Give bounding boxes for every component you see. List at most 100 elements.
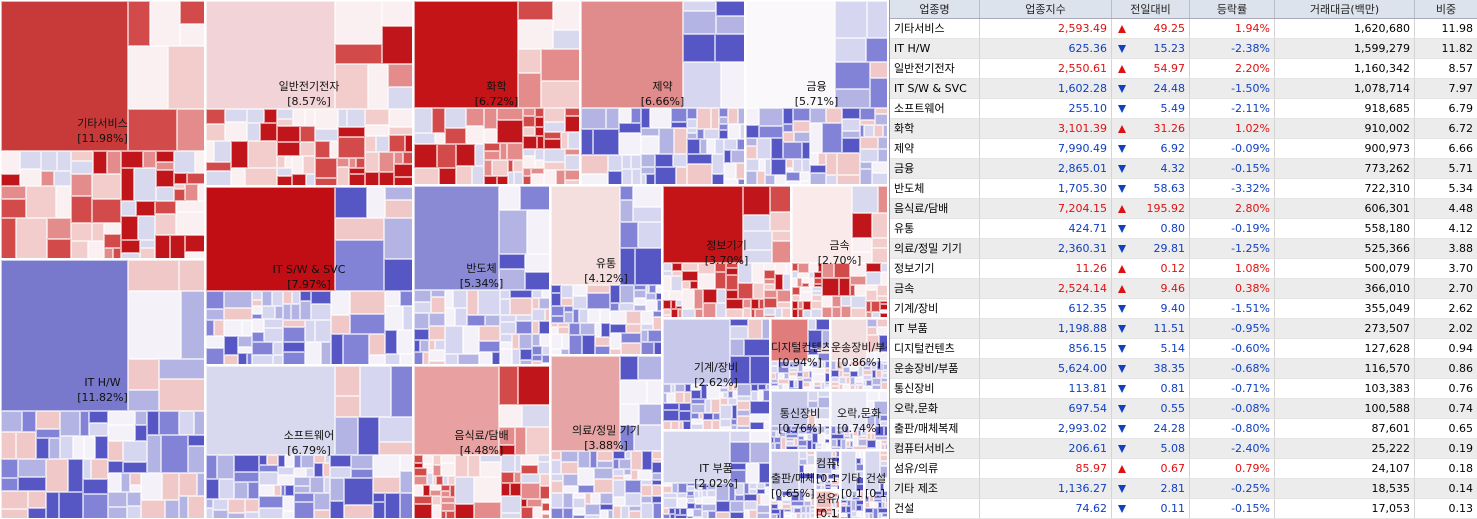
tile bbox=[335, 366, 360, 396]
sector[interactable]: 출판/매체복제[0.65%] bbox=[770, 450, 815, 519]
sector[interactable]: IT H/W [11.82%] bbox=[0, 259, 205, 519]
header-cell[interactable]: 업종명 bbox=[890, 0, 980, 18]
table-row[interactable]: 기계/장비 612.35 9.40 -1.51% 355,049 2.62 bbox=[890, 299, 1477, 319]
table-row[interactable]: 기타서비스 2,593.49 49.25 1.94% 1,620,680 11.98 bbox=[890, 19, 1477, 39]
table-row[interactable]: 오락,문화 697.54 0.55 -0.08% 100,588 0.74 bbox=[890, 399, 1477, 419]
tile bbox=[771, 491, 776, 501]
sector[interactable]: 오락,문화 [0.74%] bbox=[830, 390, 888, 450]
sector[interactable]: 소프트웨어 [6.79%] bbox=[205, 365, 413, 519]
sector[interactable]: 의료/정밀 기기 [3.88%] bbox=[550, 355, 662, 519]
table-row[interactable]: 정보기기 11.26 0.12 1.08% 500,079 3.70 bbox=[890, 259, 1477, 279]
table-row[interactable]: 반도체 1,705.30 58.63 -3.32% 722,310 5.34 bbox=[890, 179, 1477, 199]
tile bbox=[881, 263, 887, 272]
table-row[interactable]: 화학 3,101.39 31.26 1.02% 910,002 6.72 bbox=[890, 119, 1477, 139]
table-row[interactable]: IT 부품 1,198.88 11.51 -0.95% 273,507 2.02 bbox=[890, 319, 1477, 339]
tile bbox=[804, 501, 811, 506]
table-cell: 4.12 bbox=[1415, 219, 1477, 238]
table-cell: 2,550.61 bbox=[980, 59, 1112, 78]
table-cell: 기계/장비 bbox=[890, 299, 980, 318]
sector[interactable]: 음식료/담배 [4.48%] bbox=[413, 365, 550, 519]
tile bbox=[638, 222, 661, 248]
tile bbox=[884, 483, 887, 491]
header-cell[interactable]: 업종지수 bbox=[980, 0, 1112, 18]
tile bbox=[91, 459, 108, 479]
tile bbox=[551, 186, 620, 285]
sector[interactable]: 금속 [2.70%] bbox=[791, 185, 888, 318]
sector[interactable]: 화학 [6.72%] bbox=[413, 0, 580, 185]
table-row[interactable]: 기타 제조 1,136.27 2.81 -0.25% 18,535 0.14 bbox=[890, 479, 1477, 499]
sector[interactable]: 컴퓨터서비스[0.19%] bbox=[815, 450, 840, 490]
tile bbox=[834, 474, 839, 478]
table-row[interactable]: 일반전기전자 2,550.61 54.97 2.20% 1,160,342 8.57 bbox=[890, 59, 1477, 79]
tile bbox=[850, 377, 855, 385]
tile bbox=[601, 323, 610, 337]
tile bbox=[782, 491, 791, 496]
sector[interactable]: 제약 [6.66%] bbox=[580, 0, 745, 185]
sector[interactable]: 건설[0.13%] bbox=[864, 450, 888, 519]
table-row[interactable]: 금융 2,865.01 4.32 -0.15% 773,262 5.71 bbox=[890, 159, 1477, 179]
sector[interactable]: 유통 [4.12%] bbox=[550, 185, 662, 355]
tile bbox=[382, 26, 412, 64]
tile bbox=[262, 306, 275, 319]
tile bbox=[825, 385, 829, 387]
sector[interactable]: 금융 [5.71%] bbox=[745, 0, 888, 185]
tile bbox=[851, 308, 866, 317]
tile bbox=[812, 443, 816, 449]
sector[interactable]: 반도체 [5.34%] bbox=[413, 185, 550, 365]
table-row[interactable]: 제약 7,990.49 6.92 -0.09% 900,973 6.66 bbox=[890, 139, 1477, 159]
tile bbox=[738, 263, 752, 283]
tile bbox=[558, 323, 569, 327]
table-cell: 2.62 bbox=[1415, 299, 1477, 318]
tile bbox=[831, 370, 839, 377]
tile bbox=[613, 506, 621, 518]
sector[interactable]: 기타 제조[0.14%] bbox=[840, 450, 864, 519]
table-row[interactable]: 의료/정밀 기기 2,360.31 29.81 -1.25% 525,366 3.88 bbox=[890, 239, 1477, 259]
tile bbox=[694, 491, 699, 498]
table-row[interactable]: 컴퓨터서비스 206.61 5.08 -2.40% 25,222 0.19 bbox=[890, 439, 1477, 459]
sector[interactable]: IT 부품 [2.02%] bbox=[662, 430, 770, 519]
table-row[interactable]: 소프트웨어 255.10 5.49 -2.11% 918,685 6.79 bbox=[890, 99, 1477, 119]
table-row[interactable]: IT S/W & SVC 1,602.28 24.48 -1.50% 1,078,714… bbox=[890, 79, 1477, 99]
table-row[interactable]: 디지털컨텐츠 856.15 5.14 -0.60% 127,628 0.94 bbox=[890, 339, 1477, 359]
sector[interactable]: 섬유/의류[0.18%] bbox=[815, 490, 840, 519]
tile bbox=[880, 461, 887, 466]
sector[interactable]: 기계/장비 [2.62%] bbox=[662, 318, 770, 430]
table-row[interactable]: 음식료/담배 7,204.15 195.92 2.80% 606,301 4.48 bbox=[890, 199, 1477, 219]
table-row[interactable]: 건설 74.62 0.11 -0.15% 17,053 0.13 bbox=[890, 499, 1477, 519]
table-row[interactable]: 통신장비 113.81 0.81 -0.71% 103,383 0.76 bbox=[890, 379, 1477, 399]
tile bbox=[871, 365, 877, 370]
tile bbox=[564, 312, 573, 323]
table-row[interactable]: IT H/W 625.36 15.23 -2.38% 1,599,279 11.82 bbox=[890, 39, 1477, 59]
tile bbox=[853, 446, 867, 449]
tile bbox=[305, 320, 315, 342]
tile bbox=[792, 287, 800, 295]
table-row[interactable]: 유통 424.71 0.80 -0.19% 558,180 4.12 bbox=[890, 219, 1477, 239]
header-cell[interactable]: 거래대금(백만) bbox=[1275, 0, 1415, 18]
tile bbox=[726, 290, 738, 299]
sector[interactable]: 정보기기 [3.70%] bbox=[662, 185, 791, 318]
tile bbox=[641, 496, 652, 503]
tile bbox=[880, 455, 887, 461]
tile bbox=[801, 506, 806, 513]
header-cell[interactable]: 등락률 bbox=[1190, 0, 1275, 18]
tile bbox=[619, 459, 631, 469]
sector[interactable]: 일반전기전자 [8.57%] bbox=[205, 0, 413, 186]
sector[interactable]: 운송장비/부품[0.86%] bbox=[830, 318, 888, 390]
header-cell[interactable]: 전일대비 bbox=[1112, 0, 1190, 18]
sector[interactable]: 디지털컨텐츠 [0.94%] bbox=[770, 318, 830, 390]
tile bbox=[783, 274, 790, 290]
tile bbox=[521, 465, 538, 474]
tile bbox=[659, 128, 674, 154]
tile bbox=[206, 455, 217, 479]
header-cell[interactable]: 비중 bbox=[1415, 0, 1477, 18]
table-row[interactable]: 운송장비/부품 5,624.00 38.35 -0.68% 116,570 0.86 bbox=[890, 359, 1477, 379]
table-row[interactable]: 출판/매체복제 2,993.02 24.28 -0.80% 87,601 0.65 bbox=[890, 419, 1477, 439]
sector[interactable]: 기타서비스 [11.98%] bbox=[0, 0, 205, 259]
tile bbox=[685, 384, 691, 392]
sector[interactable]: IT S/W & SVC [7.97%] bbox=[205, 186, 413, 365]
sector[interactable]: 통신장비 [0.76%] bbox=[770, 390, 830, 450]
table-row[interactable]: 금속 2,524.14 9.46 0.38% 366,010 2.70 bbox=[890, 279, 1477, 299]
table-cell: -0.95% bbox=[1190, 319, 1275, 338]
table-cell: 금융 bbox=[890, 159, 980, 178]
table-row[interactable]: 섬유/의류 85.97 0.67 0.79% 24,107 0.18 bbox=[890, 459, 1477, 479]
